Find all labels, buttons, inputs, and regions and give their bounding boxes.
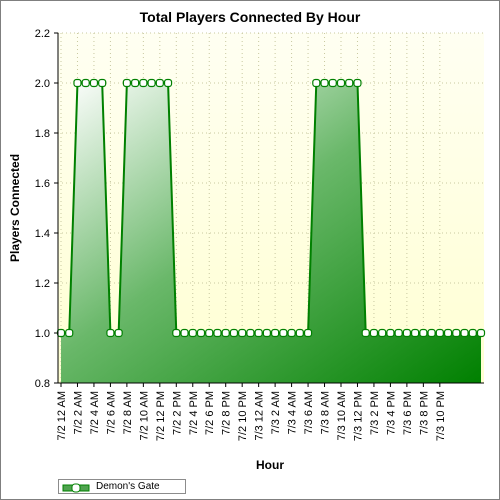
data-point [386, 328, 395, 338]
data-point [262, 328, 271, 338]
x-tick-label: 7/2 12 AM [56, 391, 68, 441]
data-point [221, 328, 230, 338]
x-tick-label: 7/3 8 PM [418, 391, 430, 435]
data-point [139, 78, 148, 88]
data-point [460, 328, 469, 338]
data-point [287, 328, 296, 338]
data-point [443, 328, 453, 338]
data-point [155, 78, 164, 88]
series-area-demons-gate [61, 83, 481, 383]
data-point [65, 328, 74, 338]
data-point [205, 328, 214, 338]
y-axis-title: Players Connected [8, 154, 22, 262]
data-point [369, 328, 379, 338]
x-tick-label: 7/2 6 PM [204, 391, 216, 435]
axes [54, 32, 484, 387]
x-tick-label: 7/3 12 PM [352, 391, 364, 441]
legend-swatch-icon [62, 481, 90, 493]
y-tick-label: 1.2 [35, 278, 50, 290]
y-tick-label: 1.4 [35, 228, 50, 240]
data-point [188, 328, 197, 338]
data-point [180, 328, 189, 338]
data-point [56, 328, 66, 338]
data-point [435, 328, 444, 338]
data-point [238, 328, 247, 338]
data-point [246, 328, 255, 338]
data-area [61, 82, 481, 383]
x-tick-label: 7/3 10 AM [336, 391, 348, 441]
data-point [81, 78, 90, 88]
data-point [419, 328, 428, 338]
x-tick-label: 7/3 4 AM [287, 391, 299, 434]
data-point [106, 328, 115, 338]
data-point [172, 328, 181, 338]
data-point [229, 328, 239, 338]
data-point [411, 328, 420, 338]
data-point [295, 328, 304, 338]
data-point [131, 78, 140, 88]
y-tick-labels: 0.8 1.0 1.2 1.4 1.6 1.8 2.0 2.2 [35, 28, 50, 390]
data-point [303, 328, 313, 338]
data-point [73, 78, 82, 88]
data-point [476, 328, 486, 338]
data-point [114, 328, 123, 338]
x-axis-title: Hour [256, 458, 284, 472]
data-point [98, 78, 107, 88]
legend-label: Demon's Gate [96, 481, 160, 492]
x-tick-label: 7/3 10 PM [435, 391, 447, 441]
x-tick-label: 7/2 12 PM [155, 391, 167, 441]
data-point [147, 78, 156, 88]
x-tick-label: 7/3 12 AM [254, 391, 266, 441]
data-point [394, 328, 403, 338]
data-point [353, 78, 362, 88]
x-tick-label: 7/2 10 AM [138, 391, 150, 441]
x-tick-label: 7/3 6 PM [402, 391, 414, 435]
series-line-demons-gate [61, 82, 481, 334]
data-point [345, 78, 354, 88]
y-tick-label: 2.2 [35, 28, 50, 40]
data-point [122, 78, 131, 88]
data-point [213, 328, 222, 338]
data-point [361, 328, 370, 338]
data-point [89, 78, 99, 88]
x-tick-label: 7/3 2 AM [270, 391, 282, 434]
data-markers [56, 78, 486, 338]
data-point [452, 328, 461, 338]
x-tick-label: 7/3 2 PM [369, 391, 381, 435]
x-tick-label: 7/2 10 PM [237, 391, 249, 441]
data-point [328, 78, 337, 88]
legend: Demon's Gate [58, 479, 186, 494]
data-point [271, 328, 280, 338]
x-tick-labels: 7/2 12 AM 7/2 2 AM 7/2 4 AM 7/2 6 AM 7/2 8 A… [56, 391, 447, 441]
x-tick-label: 7/2 2 AM [72, 391, 84, 434]
y-tick-label: 2.0 [35, 78, 50, 90]
data-point [320, 78, 329, 88]
data-point [254, 328, 263, 338]
y-tick-label: 0.8 [35, 378, 50, 390]
data-point [427, 328, 436, 338]
x-tick-label: 7/2 8 AM [122, 391, 134, 434]
x-tick-label: 7/3 4 PM [385, 391, 397, 435]
x-tick-label: 7/3 6 AM [303, 391, 315, 434]
data-point [468, 328, 477, 338]
y-tick-label: 1.6 [35, 178, 50, 190]
x-tick-label: 7/2 6 AM [105, 391, 117, 434]
x-tick-label: 7/2 2 PM [171, 391, 183, 435]
x-tick-label: 7/3 8 AM [320, 391, 332, 434]
data-point [279, 328, 288, 338]
data-point [378, 328, 387, 338]
data-point [312, 78, 321, 88]
y-tick-label: 1.8 [35, 128, 50, 140]
data-point [336, 78, 346, 88]
x-tick-label: 7/2 8 PM [221, 391, 233, 435]
chart-title: Total Players Connected By Hour [140, 9, 361, 25]
data-point [196, 328, 206, 338]
data-point [402, 328, 411, 338]
data-point [163, 78, 173, 88]
x-tick-label: 7/2 4 PM [188, 391, 200, 435]
x-tick-label: 7/2 4 AM [89, 391, 101, 434]
y-tick-label: 1.0 [35, 328, 50, 340]
